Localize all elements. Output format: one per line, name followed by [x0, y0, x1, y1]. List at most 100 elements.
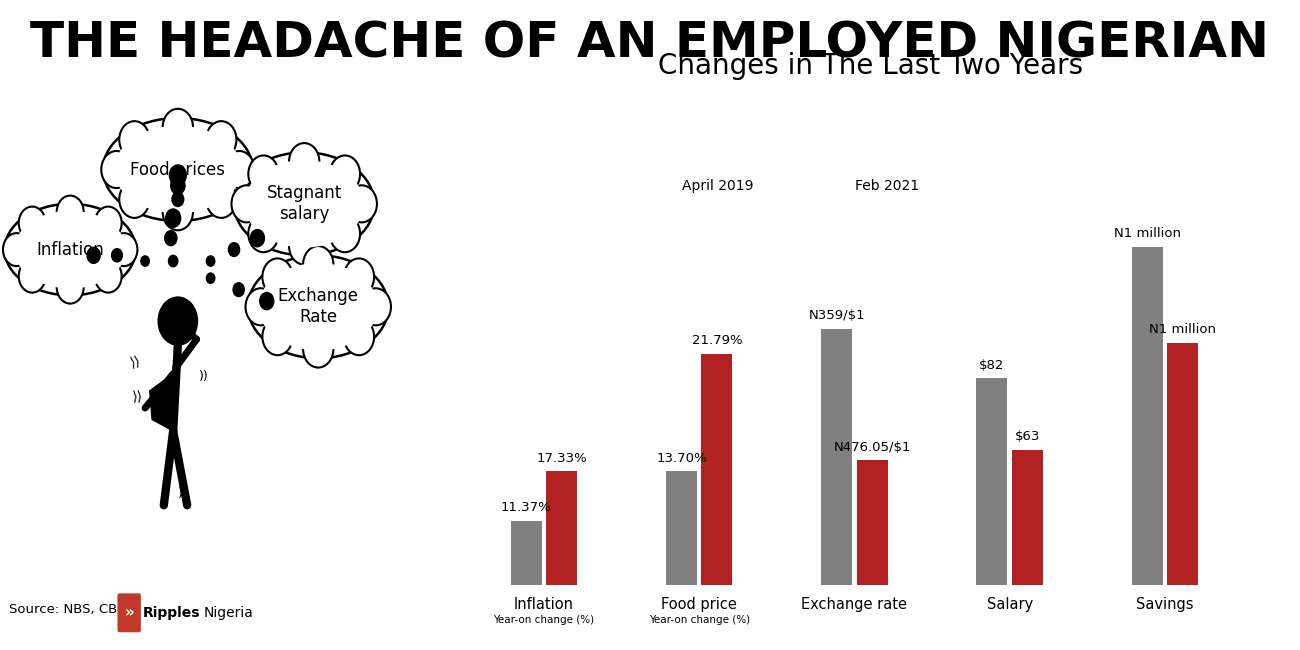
Circle shape: [95, 259, 122, 292]
Bar: [857, 460, 888, 585]
Ellipse shape: [5, 204, 135, 295]
Text: Stagnant
salary: Stagnant salary: [266, 185, 342, 223]
Polygon shape: [150, 374, 173, 431]
Ellipse shape: [248, 255, 389, 358]
Text: Year-on change (%): Year-on change (%): [649, 616, 750, 625]
Text: ⟩⟩: ⟩⟩: [133, 389, 144, 404]
Circle shape: [207, 256, 215, 266]
Bar: [1011, 450, 1043, 585]
Circle shape: [162, 109, 192, 146]
Circle shape: [169, 255, 178, 266]
Circle shape: [169, 165, 186, 185]
Text: Exchange rate: Exchange rate: [801, 597, 907, 612]
Text: 13.70%: 13.70%: [656, 452, 707, 465]
Text: Exchange
Rate: Exchange Rate: [278, 287, 359, 326]
Circle shape: [207, 273, 215, 283]
Bar: [976, 378, 1008, 585]
Circle shape: [248, 215, 278, 252]
Circle shape: [330, 155, 360, 192]
Ellipse shape: [14, 211, 126, 289]
Circle shape: [303, 330, 333, 367]
Text: Salary: Salary: [987, 597, 1032, 612]
Bar: [546, 471, 577, 585]
Circle shape: [162, 193, 192, 230]
Circle shape: [165, 209, 181, 228]
Text: $63: $63: [1015, 430, 1040, 443]
Bar: [666, 471, 697, 585]
Text: Food price: Food price: [662, 597, 737, 612]
Circle shape: [18, 207, 46, 240]
Text: April 2019: April 2019: [682, 179, 754, 193]
Text: N1 million: N1 million: [1149, 324, 1217, 337]
Circle shape: [231, 185, 261, 222]
Bar: [822, 329, 853, 585]
Text: Food prices: Food prices: [130, 161, 225, 179]
Bar: [1132, 247, 1162, 585]
Circle shape: [140, 256, 150, 266]
Circle shape: [101, 151, 131, 188]
Circle shape: [3, 233, 30, 266]
Text: N1 million: N1 million: [1114, 227, 1180, 240]
Circle shape: [207, 121, 237, 158]
Text: N476.05/$1: N476.05/$1: [833, 441, 911, 454]
Circle shape: [57, 270, 83, 304]
Circle shape: [251, 229, 264, 247]
Circle shape: [112, 249, 122, 262]
Circle shape: [229, 242, 239, 257]
Circle shape: [360, 288, 391, 326]
Text: Inflation: Inflation: [514, 597, 573, 612]
Circle shape: [260, 292, 274, 309]
Text: )): )): [199, 370, 208, 383]
Text: Ripples: Ripples: [143, 606, 200, 620]
Circle shape: [95, 207, 122, 240]
Circle shape: [347, 185, 377, 222]
Circle shape: [159, 297, 198, 345]
Text: 21.79%: 21.79%: [692, 334, 742, 347]
Circle shape: [170, 177, 185, 194]
Ellipse shape: [244, 160, 364, 248]
Circle shape: [289, 227, 320, 265]
Ellipse shape: [234, 152, 374, 255]
Circle shape: [263, 259, 292, 296]
Bar: [1167, 343, 1199, 585]
Text: 11.37%: 11.37%: [500, 502, 551, 515]
Bar: [511, 521, 542, 585]
Circle shape: [87, 247, 100, 263]
Text: Source: NBS, CBN: Source: NBS, CBN: [9, 603, 127, 616]
Circle shape: [224, 151, 255, 188]
Circle shape: [343, 318, 374, 355]
Ellipse shape: [103, 118, 252, 221]
Ellipse shape: [114, 125, 242, 213]
Circle shape: [172, 192, 183, 207]
Text: ⟩⟩: ⟩⟩: [129, 354, 143, 370]
Ellipse shape: [259, 263, 378, 350]
Circle shape: [120, 181, 150, 218]
Text: Changes in The Last Two Years: Changes in The Last Two Years: [658, 52, 1084, 80]
Text: THE HEADACHE OF AN EMPLOYED NIGERIAN: THE HEADACHE OF AN EMPLOYED NIGERIAN: [30, 20, 1270, 68]
Text: Nigeria: Nigeria: [204, 606, 254, 620]
Circle shape: [289, 143, 320, 180]
Bar: [702, 354, 732, 585]
Circle shape: [165, 231, 177, 246]
Circle shape: [57, 196, 83, 229]
Text: Inflation: Inflation: [36, 240, 104, 259]
Text: Year-on change (%): Year-on change (%): [493, 616, 594, 625]
Text: N359/$1: N359/$1: [809, 309, 865, 322]
Circle shape: [120, 121, 150, 158]
Text: $82: $82: [979, 359, 1005, 372]
Text: 17.33%: 17.33%: [536, 452, 588, 465]
Text: Feb 2021: Feb 2021: [855, 179, 919, 193]
Circle shape: [111, 233, 138, 266]
Circle shape: [343, 259, 374, 296]
Circle shape: [207, 181, 237, 218]
Circle shape: [18, 259, 46, 292]
Circle shape: [303, 246, 333, 283]
Text: »: »: [125, 605, 134, 620]
Circle shape: [246, 288, 276, 326]
Text: Savings: Savings: [1136, 597, 1193, 612]
FancyBboxPatch shape: [117, 593, 140, 632]
Text: )): )): [178, 488, 187, 500]
Circle shape: [233, 283, 244, 296]
Circle shape: [248, 155, 278, 192]
Circle shape: [263, 318, 292, 355]
